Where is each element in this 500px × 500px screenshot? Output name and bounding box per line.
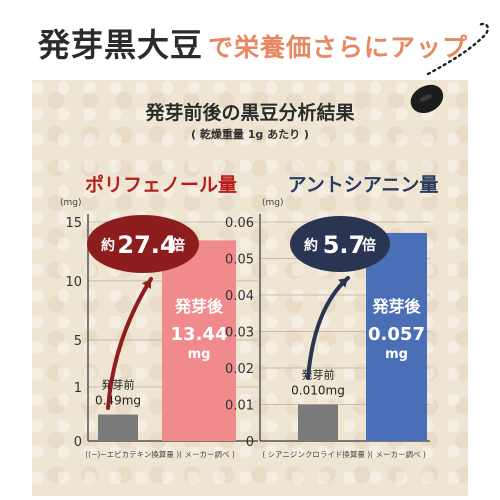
anthocyanin-growth-arrow xyxy=(306,276,350,380)
polyphenol-after-category-label: 発芽後 xyxy=(174,297,224,316)
anthocyanin-y-tick-label: 0.06 xyxy=(225,216,254,231)
polyphenol-source-note: ((−)−エピカテキン換算量 )( メーカー調べ ) xyxy=(85,449,235,459)
panel-subtitle: ( 乾燥重量 1g あたり ) xyxy=(191,128,309,141)
page-subtitle: で栄養価さらにアップ xyxy=(208,33,469,62)
polyphenol-growth-arrow xyxy=(106,277,153,410)
polyphenol-after-value-label: 13.44 xyxy=(171,324,228,345)
polyphenol-callout-suffix: 倍 xyxy=(171,237,185,254)
polyphenol-y-tick-label: 0 xyxy=(74,435,82,450)
polyphenol-before-value-label: 0.49mg xyxy=(95,394,141,408)
polyphenol-y-tick-label: 1 xyxy=(74,381,82,396)
anthocyanin-unit-label: (mg) xyxy=(262,198,284,208)
polyphenol-callout-value: 27.4 xyxy=(117,231,176,259)
anthocyanin-after-unit-label: mg xyxy=(385,347,408,362)
polyphenol-bar-before xyxy=(98,414,138,441)
anthocyanin-y-tick-label: 0.04 xyxy=(225,289,254,304)
polyphenol-unit-label: (mg) xyxy=(60,198,82,208)
polyphenol-chart-title: ポリフェノール量 xyxy=(85,173,237,196)
polyphenol-after-unit-label: mg xyxy=(188,347,211,362)
dotted-swirl-decoration xyxy=(426,22,489,76)
polyphenol-bar-after xyxy=(162,240,236,441)
anthocyanin-source-note: ( シアニジンクロライド換算量 )( メーカー調べ ) xyxy=(262,449,426,459)
anthocyanin-y-tick-label: 0.02 xyxy=(225,362,254,377)
polyphenol-y-tick-label: 15 xyxy=(65,216,82,231)
panel-title: 発芽前後の黒豆分析結果 xyxy=(145,102,355,124)
polyphenol-before-category-label: 発芽前 xyxy=(102,378,135,392)
page-header: 発芽黒大豆 で栄養価さらにアップ xyxy=(0,0,500,80)
polyphenol-callout-bubble xyxy=(87,215,199,273)
anthocyanin-bar-after xyxy=(366,232,427,441)
anthocyanin-bar-before xyxy=(298,404,338,441)
anthocyanin-before-value-label: 0.010mg xyxy=(291,384,345,398)
polyphenol-callout-prefix: 約 xyxy=(101,237,115,254)
anthocyanin-callout-suffix: 倍 xyxy=(362,237,376,254)
anthocyanin-y-tick-label: 0.05 xyxy=(225,253,254,268)
anthocyanin-y-tick-label: 0.01 xyxy=(225,399,254,414)
anthocyanin-growth-arrowhead xyxy=(338,278,348,288)
anthocyanin-after-value-label: 0.057 xyxy=(368,324,425,345)
anthocyanin-y-tick-label: 0.03 xyxy=(225,326,254,341)
anthocyanin-callout-bubble xyxy=(290,216,390,272)
anthocyanin-y-tick-label: 0 xyxy=(246,435,254,450)
anthocyanin-callout-prefix: 約 xyxy=(304,237,318,254)
anthocyanin-after-category-label: 発芽後 xyxy=(371,297,421,316)
page-title: 発芽黒大豆 xyxy=(38,26,204,64)
anthocyanin-callout-value: 5.7 xyxy=(323,231,366,259)
polyphenol-y-tick-label: 10 xyxy=(65,275,82,290)
polyphenol-growth-arrowhead xyxy=(141,279,152,289)
polyphenol-y-tick-label: 5 xyxy=(74,334,82,349)
anthocyanin-chart-title: アントシアニン量 xyxy=(288,174,439,196)
